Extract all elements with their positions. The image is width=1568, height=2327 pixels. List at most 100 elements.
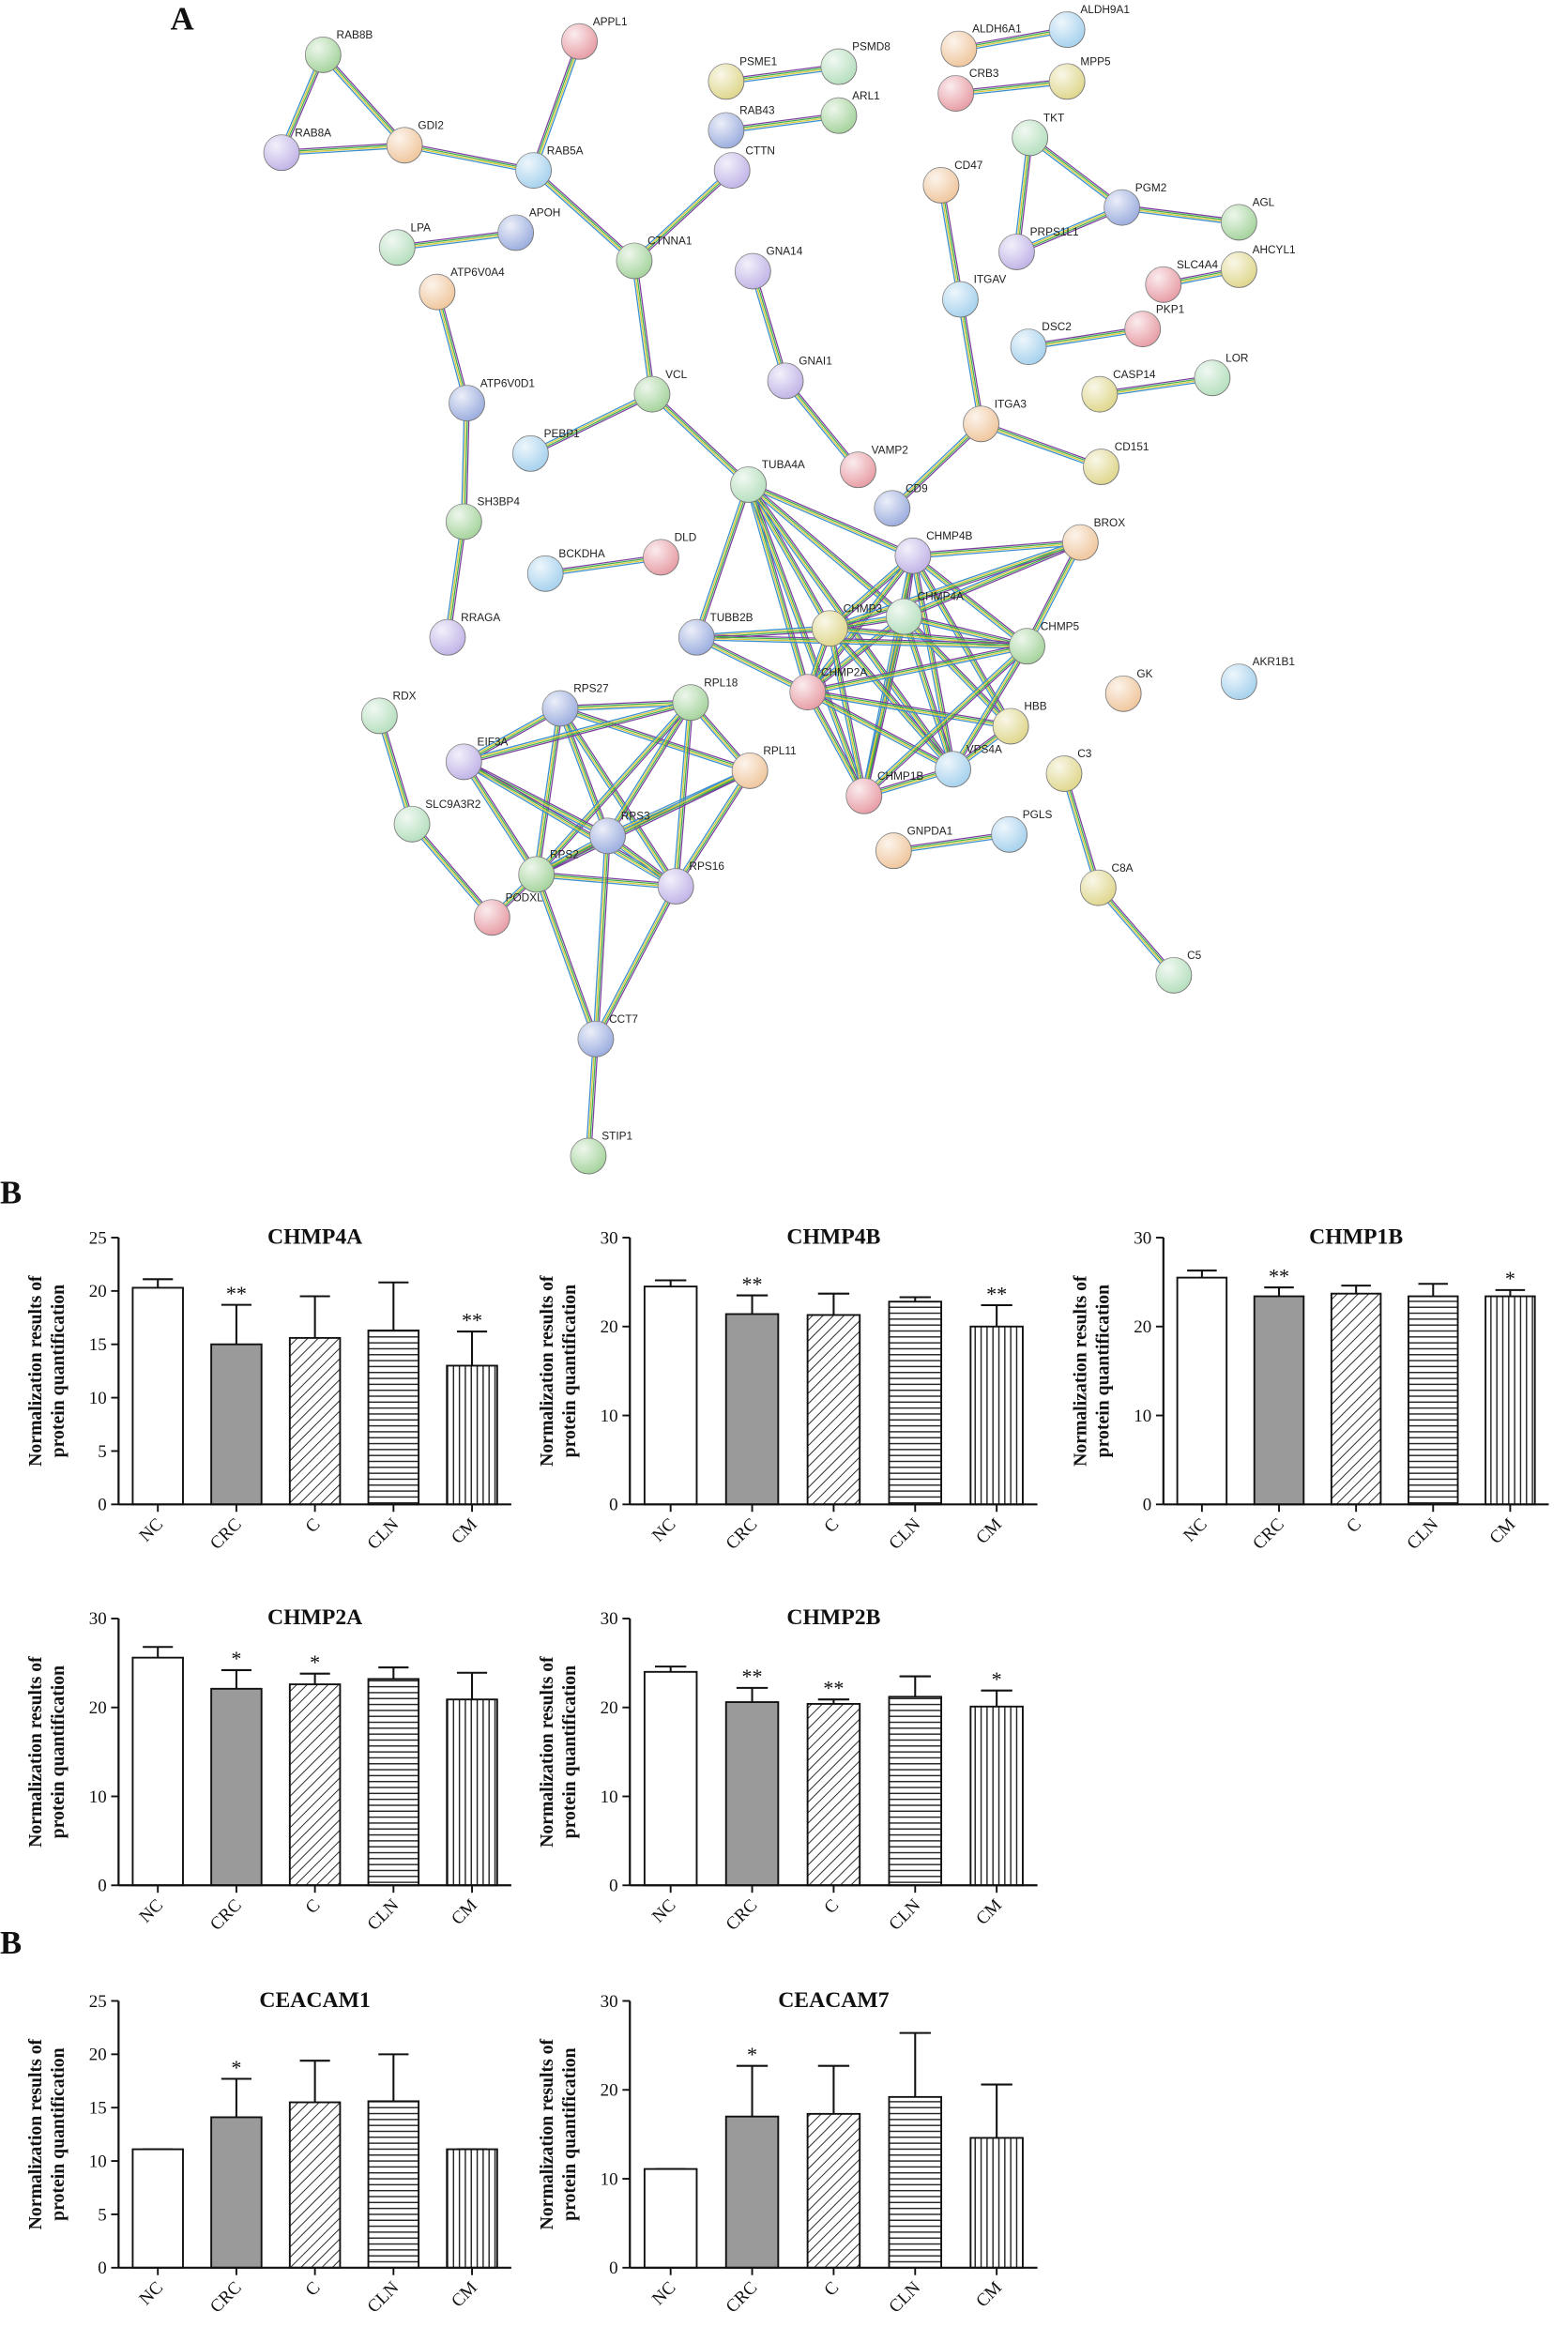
network-edge [538, 873, 599, 1039]
node-shine [1221, 663, 1257, 700]
node-label: EIF3A [478, 736, 509, 749]
network-edge [1099, 886, 1177, 975]
node-shine [886, 599, 922, 635]
node-label: PEBP1 [544, 427, 580, 440]
chart-title: CHMP4A [267, 1224, 362, 1249]
network-edge [808, 647, 1028, 695]
network-edge [753, 270, 787, 381]
node-label: RPS27 [573, 682, 608, 695]
network-edge [749, 481, 915, 555]
network-edge [462, 706, 560, 761]
network-edge [694, 639, 807, 695]
network-edge [891, 422, 982, 509]
network-edge [449, 522, 467, 638]
x-tick-label: CRC [1249, 1514, 1288, 1554]
network-edge [653, 391, 751, 484]
node-label: STIP1 [601, 1130, 632, 1143]
node-shine [589, 817, 626, 854]
chart-title: CHMP2B [786, 1605, 880, 1630]
bar [367, 1678, 420, 1887]
network-edge [747, 484, 830, 630]
network-edge [536, 874, 598, 1040]
bar [288, 1336, 342, 1506]
network-edge [1028, 330, 1144, 350]
bar [643, 1670, 698, 1887]
y-tick-label: 0 [98, 2259, 106, 2278]
network-edge [1027, 542, 1082, 647]
node-label: RAB8B [337, 28, 373, 41]
network-edge [1029, 136, 1123, 207]
node-shine [1194, 359, 1230, 396]
node-shine [935, 751, 971, 787]
bar [1330, 1292, 1382, 1506]
network-edge [534, 168, 637, 260]
network-edge [462, 403, 467, 523]
network-edge [808, 689, 955, 768]
network-edge [1098, 887, 1176, 976]
network-edge [434, 292, 465, 404]
x-tick-label: CRC [723, 1514, 762, 1554]
network-edge [905, 543, 1082, 620]
y-axis-label: protein quantification [1092, 1285, 1113, 1457]
network-edge [676, 770, 752, 888]
network-edge [652, 393, 750, 485]
network-edge [535, 875, 596, 1040]
network-edge [955, 80, 1068, 94]
node-shine [561, 23, 598, 60]
node-label: LPA [410, 221, 431, 234]
network-edge [397, 234, 517, 251]
network-edge [745, 485, 806, 693]
network-edge [957, 299, 980, 425]
x-tick-label: CM [448, 2278, 481, 2312]
x-tick-label: NC [648, 2278, 679, 2309]
bar [724, 1313, 780, 1506]
network-edge [397, 231, 516, 248]
bar-chart: CHMP2A Normalization results of protein qu… [25, 1605, 511, 1935]
node-label: CD151 [1115, 440, 1149, 453]
node-label: C5 [1187, 949, 1202, 962]
network-edge [958, 299, 982, 425]
y-tick-label: 20 [601, 2081, 618, 2101]
node-shine [633, 376, 670, 413]
bar-chart: CHMP1B Normalization results of protein qu… [1071, 1224, 1549, 1554]
network-edge [893, 836, 1011, 854]
node-shine [768, 363, 804, 399]
network-edge [748, 483, 914, 556]
network-edge [533, 41, 581, 172]
network-edge [1062, 773, 1099, 889]
node-label: RPS3 [621, 810, 650, 823]
bar [969, 1325, 1024, 1506]
node-label: CHMP1B [877, 769, 923, 783]
network-edge [1024, 540, 1079, 646]
y-tick-label: 30 [601, 1992, 618, 2012]
node-shine [732, 753, 769, 789]
network-edge [865, 647, 1029, 798]
network-edge [324, 53, 407, 144]
bar-chart: CEACAM7 Normalization results of protein q… [537, 1988, 1038, 2317]
bar-chart: CHMP4A Normalization results of protein qu… [25, 1224, 511, 1554]
network-edge [747, 484, 808, 693]
node-shine [449, 385, 485, 421]
network-edge [1014, 137, 1030, 252]
network-edge [674, 702, 691, 887]
network-edge [593, 885, 675, 1039]
y-tick-label: 5 [98, 1442, 106, 1462]
network-edge [891, 423, 982, 510]
significance: ** [823, 1676, 844, 1699]
bar [806, 1702, 861, 1887]
bar [969, 2137, 1024, 2269]
panel-label: B [0, 1924, 22, 1961]
network-edge [725, 63, 839, 80]
node-shine [1083, 449, 1119, 485]
network-edge [463, 762, 537, 875]
network-edge [910, 556, 1027, 649]
y-tick-label: 30 [601, 1609, 618, 1629]
node-label: RAB5A [547, 144, 584, 157]
node-shine [527, 555, 564, 592]
network-edge [893, 834, 1010, 853]
node-label: CCT7 [609, 1012, 638, 1026]
network-edge [635, 172, 735, 264]
network-edge [912, 539, 1081, 555]
network-edge [913, 555, 955, 769]
y-axis-label: protein quantification [559, 1285, 580, 1457]
